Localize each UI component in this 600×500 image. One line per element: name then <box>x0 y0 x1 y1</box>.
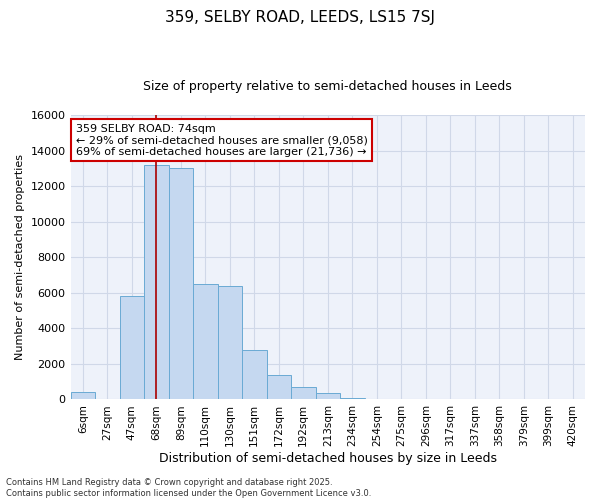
Bar <box>316 393 340 400</box>
Bar <box>291 387 316 400</box>
Bar <box>218 286 242 400</box>
Text: 359 SELBY ROAD: 74sqm
← 29% of semi-detached houses are smaller (9,058)
69% of s: 359 SELBY ROAD: 74sqm ← 29% of semi-deta… <box>76 124 368 156</box>
Bar <box>365 398 389 400</box>
Title: Size of property relative to semi-detached houses in Leeds: Size of property relative to semi-detach… <box>143 80 512 93</box>
Y-axis label: Number of semi-detached properties: Number of semi-detached properties <box>15 154 25 360</box>
Bar <box>169 168 193 400</box>
Bar <box>119 296 144 400</box>
Bar <box>266 374 291 400</box>
X-axis label: Distribution of semi-detached houses by size in Leeds: Distribution of semi-detached houses by … <box>159 452 497 465</box>
Text: Contains HM Land Registry data © Crown copyright and database right 2025.
Contai: Contains HM Land Registry data © Crown c… <box>6 478 371 498</box>
Bar <box>144 165 169 400</box>
Bar <box>193 284 218 400</box>
Bar <box>71 392 95 400</box>
Text: 359, SELBY ROAD, LEEDS, LS15 7SJ: 359, SELBY ROAD, LEEDS, LS15 7SJ <box>165 10 435 25</box>
Bar <box>340 398 365 400</box>
Bar <box>242 350 266 400</box>
